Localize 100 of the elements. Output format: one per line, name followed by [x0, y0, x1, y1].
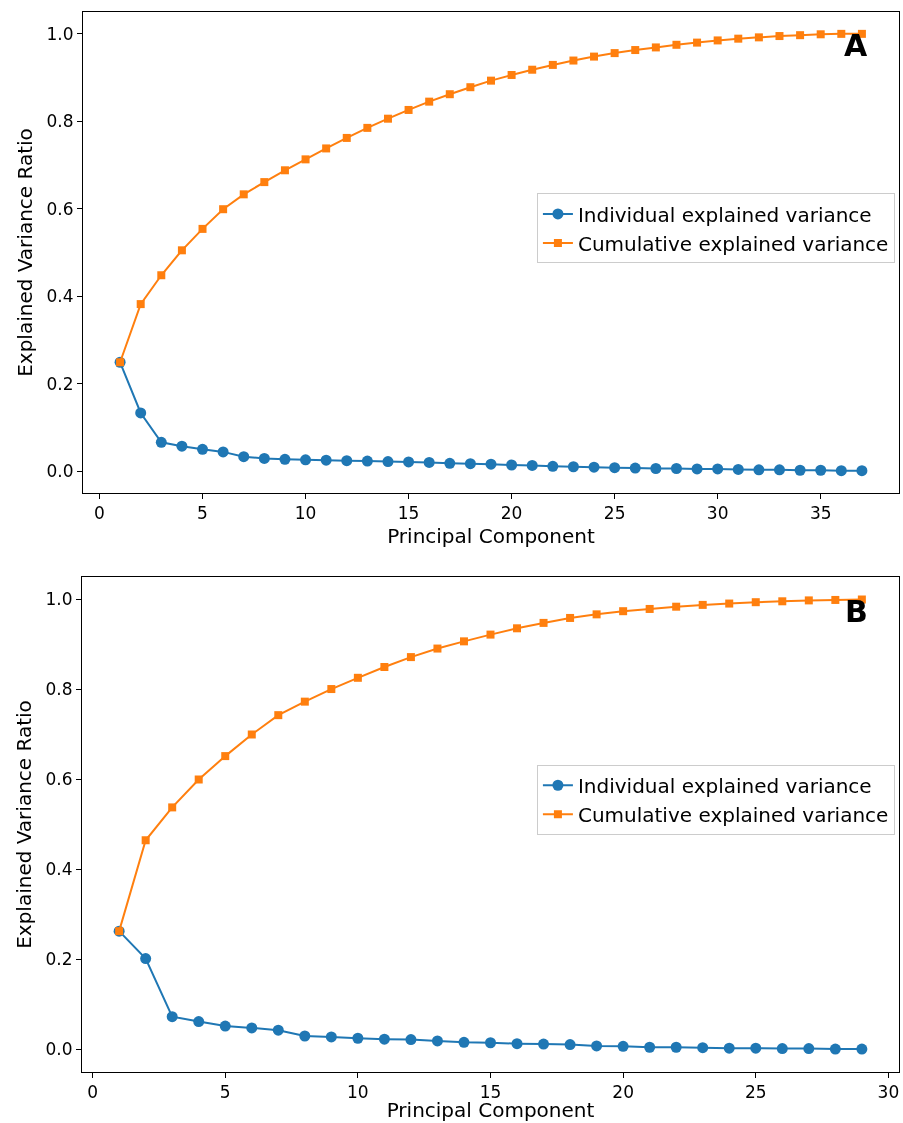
- point: [382, 456, 394, 468]
- point: [301, 155, 310, 164]
- point: [750, 1042, 762, 1054]
- point: [753, 464, 765, 476]
- x-tick-label: 20: [500, 503, 523, 524]
- y-tick-label: 0.6: [45, 769, 73, 790]
- point: [734, 34, 743, 43]
- point: [274, 711, 283, 720]
- y-tick-label: 1.0: [46, 23, 74, 44]
- point: [513, 624, 522, 633]
- point: [507, 70, 516, 79]
- point: [592, 610, 601, 619]
- point: [831, 595, 840, 604]
- x-tick-label: 35: [809, 503, 832, 524]
- point: [198, 224, 207, 233]
- legend-label: Cumulative explained variance: [577, 231, 889, 256]
- y-tick-label: 1.0: [45, 589, 73, 610]
- y-tick-label: 0.2: [46, 373, 74, 394]
- x-tick-label: 0: [87, 1082, 99, 1103]
- point: [751, 598, 760, 607]
- point: [670, 1041, 682, 1053]
- point: [539, 618, 548, 627]
- y-axis-title: Explained Variance Ratio: [12, 700, 37, 949]
- point: [645, 604, 654, 613]
- y-tick-label: 0.0: [46, 461, 74, 482]
- point: [136, 300, 145, 309]
- y-tick-label: 0.8: [46, 111, 74, 132]
- point: [835, 465, 847, 477]
- point: [713, 36, 722, 45]
- point: [609, 462, 621, 474]
- point: [280, 166, 289, 175]
- point: [590, 52, 599, 61]
- point: [528, 65, 537, 74]
- point: [141, 836, 150, 845]
- point: [155, 436, 167, 448]
- point: [166, 1011, 178, 1023]
- point: [650, 463, 662, 475]
- point: [794, 464, 806, 476]
- point: [631, 46, 640, 55]
- point: [221, 752, 230, 761]
- point: [157, 271, 166, 280]
- legend-label: Cumulative explained variance: [577, 803, 889, 828]
- point: [485, 458, 497, 470]
- point: [591, 1040, 603, 1052]
- point: [246, 1022, 258, 1034]
- point: [352, 1032, 364, 1044]
- y-tick-label: 0.4: [45, 859, 73, 880]
- point: [856, 1043, 868, 1055]
- point: [279, 453, 291, 465]
- point: [322, 144, 331, 153]
- point: [610, 49, 619, 58]
- point: [445, 90, 454, 99]
- point: [361, 455, 373, 467]
- point: [566, 613, 575, 622]
- x-tick-label: 30: [706, 503, 729, 524]
- point: [697, 1042, 709, 1054]
- point: [778, 597, 787, 606]
- point: [803, 1043, 815, 1055]
- point: [698, 600, 707, 609]
- point: [651, 43, 660, 52]
- x-tick-label: 5: [197, 503, 208, 524]
- x-tick-label: 10: [294, 503, 317, 524]
- point: [431, 1035, 443, 1047]
- point: [459, 637, 468, 646]
- x-tick-label: 25: [603, 503, 626, 524]
- point: [672, 40, 681, 49]
- point: [425, 97, 434, 106]
- point: [403, 456, 415, 468]
- point: [140, 953, 152, 965]
- point: [135, 407, 147, 419]
- point: [693, 38, 702, 47]
- point: [644, 1041, 656, 1053]
- point: [486, 630, 495, 639]
- point: [247, 730, 256, 739]
- point: [725, 599, 734, 608]
- point: [325, 1031, 337, 1043]
- point: [363, 123, 372, 132]
- x-tick-label: 25: [744, 1082, 767, 1103]
- point: [194, 775, 203, 784]
- point: [670, 463, 682, 475]
- point: [353, 673, 362, 682]
- x-tick-label: 10: [347, 1082, 369, 1103]
- point: [816, 30, 825, 39]
- point: [569, 56, 578, 65]
- x-tick-label: 5: [219, 1082, 231, 1103]
- annotation: A: [844, 28, 868, 63]
- point: [547, 460, 559, 472]
- point: [754, 33, 763, 42]
- point: [320, 454, 332, 466]
- point: [380, 663, 389, 671]
- point: [433, 644, 442, 653]
- point: [548, 60, 557, 69]
- point: [406, 653, 415, 662]
- point: [773, 464, 785, 476]
- point: [193, 1016, 205, 1028]
- legend-label: Individual explained variance: [577, 202, 872, 227]
- point: [423, 456, 435, 468]
- x-tick-label: 30: [877, 1082, 900, 1103]
- point: [837, 29, 846, 38]
- y-tick-label: 0.2: [45, 949, 73, 970]
